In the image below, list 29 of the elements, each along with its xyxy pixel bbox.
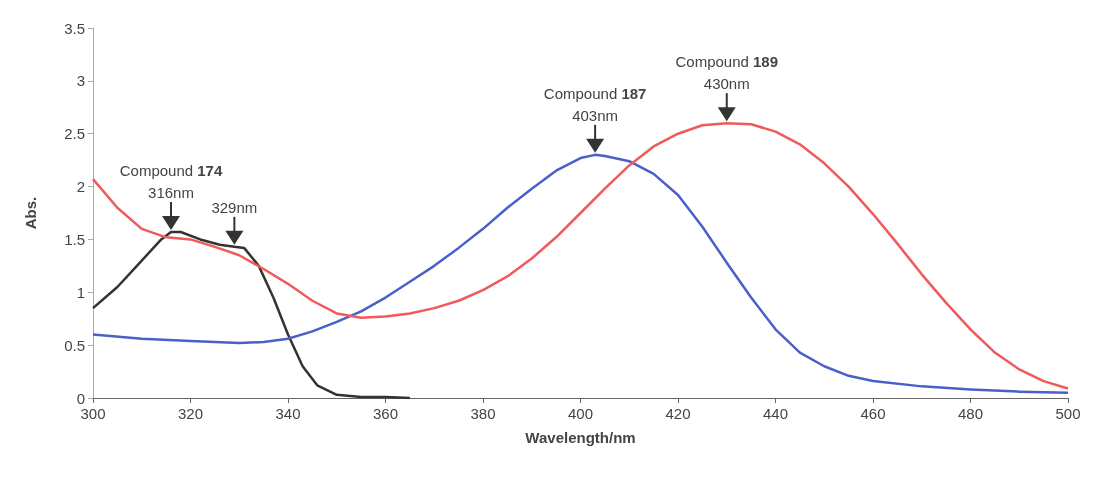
x-tick-label: 420 [665, 405, 691, 422]
annotation: 430nm [703, 75, 750, 93]
y-tick-label: 0 [76, 389, 85, 407]
x-tick-label: 300 [80, 405, 106, 422]
y-tick-label: 1.5 [64, 230, 85, 248]
annotation: Compound 174 [119, 162, 223, 180]
annotation: 329nm [211, 198, 258, 216]
x-tick-label: 500 [1055, 405, 1081, 422]
x-axis-title: Wavelength/nm [525, 429, 636, 446]
annotation: 403nm [572, 106, 619, 124]
y-tick-label: 1 [76, 283, 85, 301]
x-tick-label: 400 [567, 405, 594, 422]
y-tick-label: 2 [76, 178, 85, 196]
y-tick-label: 0.5 [64, 336, 85, 354]
x-tick-label: 340 [275, 405, 301, 422]
x-tick-label: 460 [860, 405, 886, 422]
line-series [91, 230, 412, 400]
x-tick-label: 480 [957, 405, 984, 422]
x-tick-label: 440 [762, 405, 789, 422]
y-axis-title: Abs. [22, 196, 39, 230]
y-tick-label: 3 [76, 72, 85, 90]
y-tick-label: 3.5 [64, 19, 85, 37]
x-tick-label: 380 [470, 405, 496, 422]
annotation: Compound 189 [675, 53, 779, 71]
x-tick-label: 360 [372, 405, 399, 422]
y-tick-label: 2.5 [64, 125, 85, 143]
annotation: Compound 187 [543, 84, 647, 102]
x-tick-label: 320 [177, 405, 204, 422]
annotation: 316nm [148, 184, 194, 202]
